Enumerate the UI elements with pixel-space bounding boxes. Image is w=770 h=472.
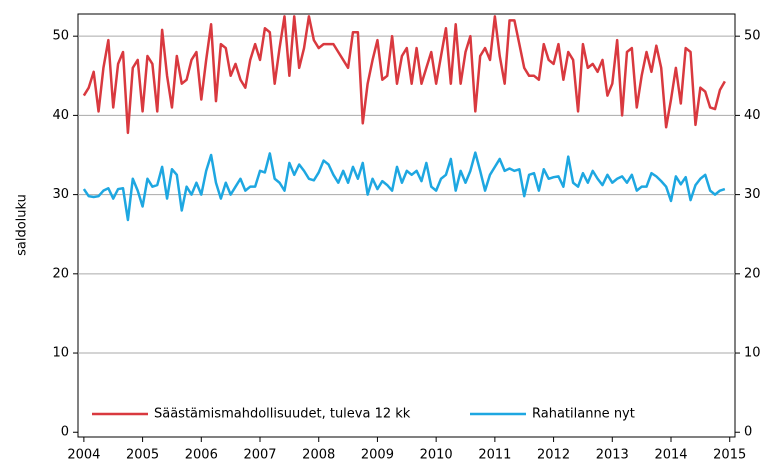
y2-tick-label: 50 [744, 29, 761, 44]
y-tick-label: 30 [52, 187, 69, 202]
y2-tick-label: 30 [744, 187, 761, 202]
legend-label: Rahatilanne nyt [532, 407, 635, 422]
y-tick-label: 10 [52, 346, 69, 361]
y2-tick-label: 10 [744, 346, 761, 361]
y2-tick-label: 40 [744, 108, 761, 123]
x-tick-label: 2005 [126, 448, 159, 463]
x-tick-label: 2010 [420, 448, 453, 463]
x-tick-label: 2014 [654, 448, 687, 463]
x-tick-label: 2011 [478, 448, 511, 463]
series-line [82, 151, 726, 222]
x-tick-label: 2004 [67, 448, 100, 463]
x-tick-label: 2006 [185, 448, 218, 463]
legend-box [84, 402, 644, 426]
y2-tick-label: 0 [744, 425, 752, 440]
y-tick-label: 20 [52, 266, 69, 281]
x-tick-label: 2007 [243, 448, 276, 463]
y-tick-label: 0 [61, 425, 69, 440]
plot-frame [77, 13, 736, 438]
x-tick-label: 2015 [713, 448, 746, 463]
legend-label: Säästämismahdollisuudet, tuleva 12 kk [154, 407, 411, 422]
y-tick-label: 40 [52, 108, 69, 123]
x-tick-label: 2009 [361, 448, 394, 463]
x-tick-label: 2013 [596, 448, 629, 463]
y2-tick-label: 20 [744, 266, 761, 281]
y-axis-label: saldoluku [15, 194, 30, 256]
y-tick-label: 50 [52, 29, 69, 44]
x-tick-label: 2008 [302, 448, 335, 463]
series-line [82, 15, 726, 135]
x-tick-label: 2012 [537, 448, 570, 463]
